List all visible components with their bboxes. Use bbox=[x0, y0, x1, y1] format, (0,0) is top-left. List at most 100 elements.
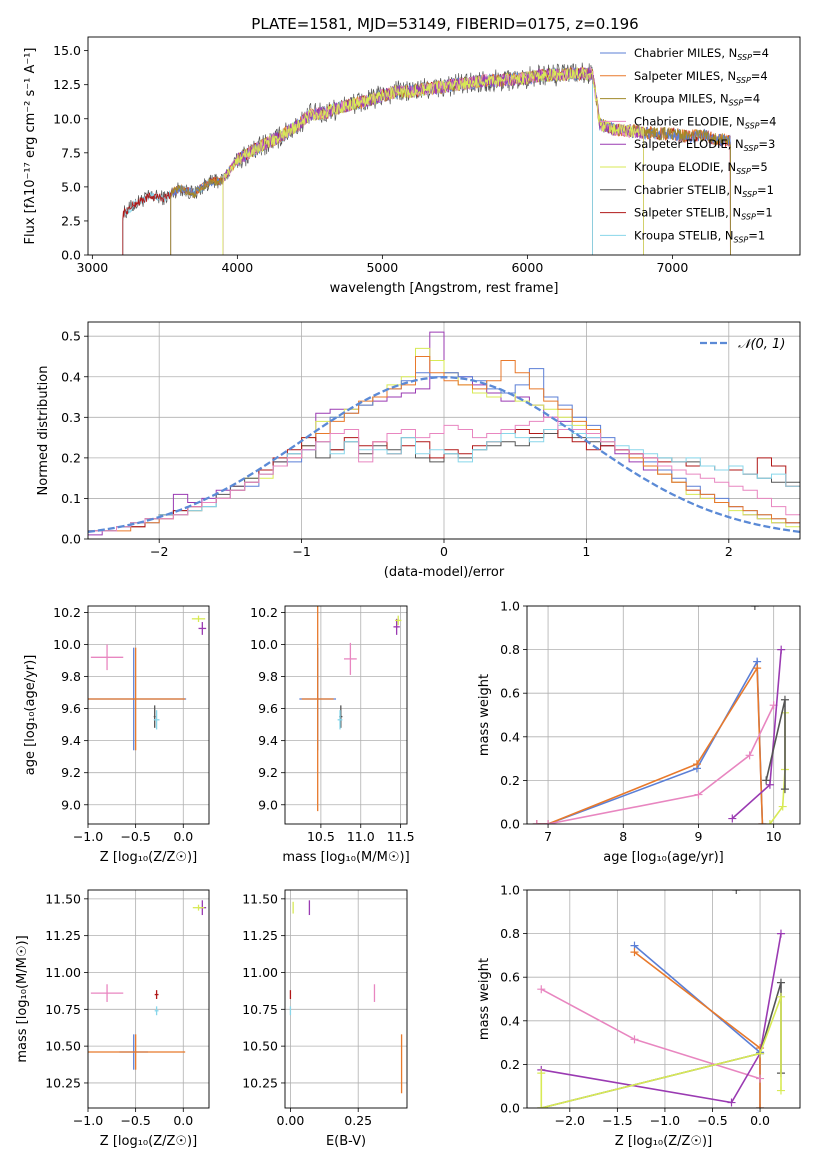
age-vs-Z-panel: −1.0 −0.5 0.0 9.0 9.2 9.4 9.6 9.8 10.0 10.2 Z [log… bbox=[53, 605, 210, 865]
errorbar-point bbox=[344, 642, 357, 675]
x-axis-label: wavelength [Angstrom, rest frame] bbox=[330, 281, 559, 296]
y-tick-label: 1.0 bbox=[500, 883, 520, 898]
weight-marker bbox=[776, 992, 785, 1001]
weight-marker bbox=[745, 751, 754, 760]
y-tick-label: 0.0 bbox=[500, 817, 520, 832]
weight-marker bbox=[537, 1104, 546, 1108]
residual-histograms bbox=[88, 331, 800, 536]
weight-marker bbox=[776, 1086, 785, 1095]
age-vs-mass-panel: 10.5 11.0 11.5 9.0 9.2 9.4 9.6 9.8 10.0 10.2 mass … bbox=[250, 605, 415, 865]
y-tick-label: 0.2 bbox=[500, 1057, 520, 1072]
x-axis-label: Z [log₁₀(Z/Z☉)] bbox=[100, 850, 197, 865]
normal-curve bbox=[88, 376, 800, 534]
y-tick-label: 9.6 bbox=[258, 701, 278, 716]
y-tick-label: 0.4 bbox=[61, 369, 81, 384]
y-tick-label: 0.2 bbox=[500, 773, 520, 788]
errorbar-point bbox=[301, 606, 334, 812]
x-tick-label: −2.0 bbox=[555, 1113, 585, 1128]
errorbar-point bbox=[90, 644, 124, 671]
errorbar-point bbox=[198, 622, 207, 635]
y-tick-label: 0.8 bbox=[500, 642, 520, 657]
y-tick-label: 9.0 bbox=[61, 797, 81, 812]
y-tick-label: 2.5 bbox=[61, 213, 81, 228]
weight-marker bbox=[780, 695, 789, 704]
legend-label: Kroupa STELIB, NSSP=1 bbox=[634, 228, 765, 244]
weight-marker bbox=[765, 780, 774, 789]
legend-label: Kroupa MILES, NSSP=4 bbox=[634, 92, 760, 108]
weight-marker bbox=[776, 978, 785, 987]
weight-marker bbox=[758, 820, 767, 824]
x-tick-label: 0.0 bbox=[173, 1113, 193, 1128]
x-tick-label: 11.0 bbox=[347, 829, 375, 844]
y-tick-label: 10.50 bbox=[242, 1039, 278, 1054]
histogram-chabrier-elodie bbox=[88, 416, 800, 532]
mass-vs-Z-panel: −1.0 −0.5 0.0 10.25 10.50 10.75 11.00 11.25 11.5… bbox=[45, 889, 210, 1149]
y-tick-label: 0.8 bbox=[500, 926, 520, 941]
errorbar-point bbox=[153, 710, 160, 730]
y-axis-label: age [log₁₀(age/yr)] bbox=[23, 655, 38, 776]
y-tick-label: 5.0 bbox=[61, 179, 81, 194]
weight-line bbox=[541, 982, 782, 1108]
legend-label: Salpeter ELODIE, NSSP=3 bbox=[634, 137, 775, 153]
spectrum-kroupa-elodie bbox=[222, 67, 644, 255]
y-tick-label: 10.25 bbox=[45, 1075, 81, 1090]
y-tick-label: 9.4 bbox=[258, 733, 278, 748]
weight-marker bbox=[728, 814, 737, 823]
x-axis-label: Z [log₁₀(Z/Z☉)] bbox=[615, 1134, 712, 1149]
x-axis-label: E(B-V) bbox=[326, 1134, 366, 1149]
legend-label: Chabrier STELIB, NSSP=1 bbox=[634, 183, 774, 199]
weight-marker bbox=[762, 776, 771, 785]
legend-label: Chabrier ELODIE, NSSP=4 bbox=[634, 114, 776, 130]
y-axis-label: mass [log₁₀(M/M☉)] bbox=[15, 935, 30, 1062]
weight-marker bbox=[630, 948, 639, 957]
x-tick-label: 0 bbox=[440, 544, 448, 559]
figure-title: PLATE=1581, MJD=53149, FIBERID=0175, z=0… bbox=[251, 15, 638, 33]
y-tick-label: 10.0 bbox=[53, 111, 81, 126]
errorbar-point bbox=[191, 615, 206, 623]
errorbars bbox=[88, 900, 207, 1070]
x-tick-label: 6000 bbox=[511, 260, 543, 275]
y-tick-label: 10.25 bbox=[242, 1075, 278, 1090]
x-tick-label: 0.00 bbox=[277, 1113, 305, 1128]
axes-frame bbox=[87, 36, 801, 256]
weight-marker bbox=[777, 645, 786, 654]
weight-line bbox=[536, 665, 764, 824]
weight-marker bbox=[750, 606, 759, 610]
weight-line bbox=[633, 944, 761, 1108]
errorbar-point bbox=[90, 984, 124, 1002]
spectrum-legend: Chabrier MILES, NSSP=4 Salpeter MILES, NS… bbox=[600, 46, 776, 244]
y-tick-label: 9.0 bbox=[258, 797, 278, 812]
residuals-panel: −2 −1 0 1 2 0.0 0.1 0.2 0.3 0.4 0.5 (data-model)/er… bbox=[36, 321, 801, 580]
x-tick-label: −1 bbox=[292, 544, 310, 559]
errorbar-point bbox=[154, 1006, 159, 1016]
axes-frame bbox=[284, 889, 408, 1109]
weight-marker bbox=[780, 785, 789, 794]
errorbar-point bbox=[337, 710, 343, 730]
y-tick-label: 9.2 bbox=[258, 765, 278, 780]
x-tick-label: −1.5 bbox=[602, 1113, 632, 1128]
axes-frame bbox=[526, 889, 801, 1109]
weight-marker bbox=[727, 1098, 736, 1107]
weight-vs-age-panel: 7 8 9 10 0.0 0.2 0.4 0.6 0.8 1.0 age [log₁₀(age/yr… bbox=[477, 599, 801, 865]
y-tick-label: 7.5 bbox=[61, 145, 81, 160]
x-tick-label: 0.0 bbox=[750, 1113, 770, 1128]
y-tick-label: 9.4 bbox=[61, 733, 81, 748]
errorbar-point bbox=[88, 647, 186, 751]
weight-line bbox=[536, 658, 764, 824]
x-tick-label: 11.5 bbox=[387, 829, 415, 844]
x-tick-label: 9 bbox=[694, 829, 702, 844]
weight-line bbox=[541, 933, 782, 1104]
y-tick-label: 0.0 bbox=[61, 532, 81, 547]
weight-marker bbox=[756, 1104, 765, 1108]
errorbar-point bbox=[154, 990, 159, 999]
errorbar-point bbox=[192, 904, 205, 911]
errorbars bbox=[299, 606, 402, 812]
y-tick-label: 10.2 bbox=[53, 605, 81, 620]
y-tick-label: 10.75 bbox=[242, 1002, 278, 1017]
weight-marker bbox=[732, 890, 741, 894]
x-tick-label: 10 bbox=[766, 829, 782, 844]
x-tick-label: 1 bbox=[582, 544, 590, 559]
x-tick-label: −0.5 bbox=[697, 1113, 727, 1128]
x-tick-label: 7 bbox=[544, 829, 552, 844]
